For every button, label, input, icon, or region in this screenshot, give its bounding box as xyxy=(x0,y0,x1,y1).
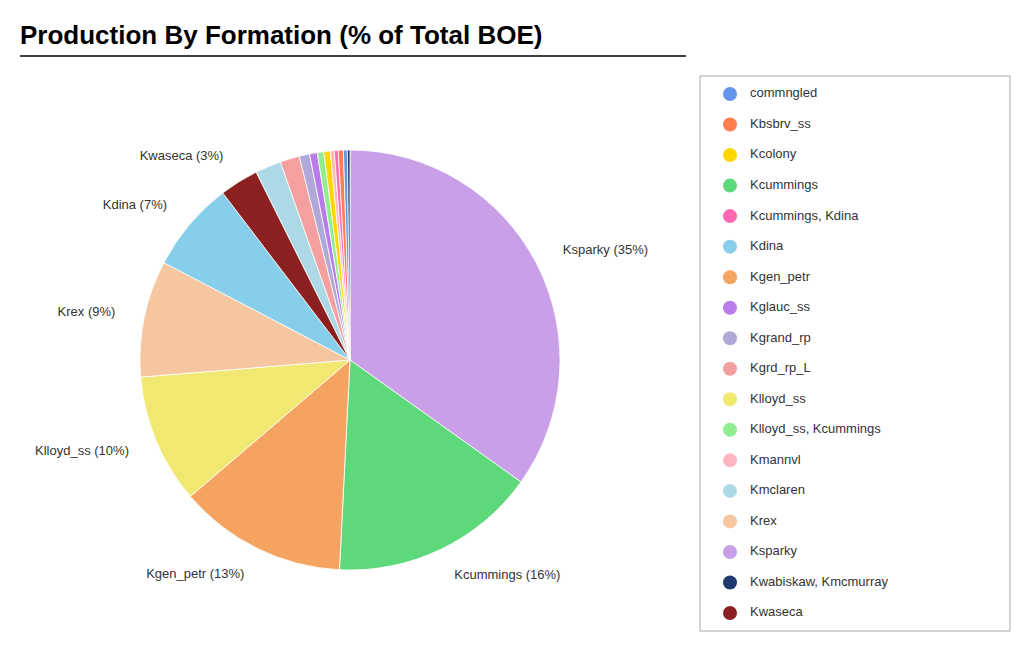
legend-label: Kbsbrv_ss xyxy=(750,116,811,131)
legend-marker xyxy=(723,209,737,223)
legend-marker xyxy=(723,392,737,406)
legend-marker xyxy=(723,514,737,528)
legend-item: Klloyd_ss xyxy=(723,391,806,407)
legend-marker xyxy=(723,179,737,193)
legend-item: Kcummings, Kdina xyxy=(723,208,859,224)
legend-marker xyxy=(723,453,737,467)
legend: commngled Kbsbrv_ss Kcolony Kcummings Kcummi… xyxy=(700,76,1010,631)
legend-marker xyxy=(723,606,737,620)
legend-label: Ksparky xyxy=(750,543,797,558)
slice xyxy=(339,360,520,570)
legend-marker xyxy=(723,484,737,498)
legend-label: Kgrand_rp xyxy=(750,330,811,345)
legend-item: Krex xyxy=(723,513,777,529)
legend-item: Kglauc_ss xyxy=(723,299,810,315)
legend-label: commngled xyxy=(750,85,817,100)
legend-marker xyxy=(723,148,737,162)
title: Production By Formation (% of Total BOE) xyxy=(20,20,542,50)
legend-item: Kgrand_rp xyxy=(723,330,811,346)
slice-label: Kgen_petr (13%) xyxy=(146,566,244,581)
legend-label: Krex xyxy=(750,513,777,528)
slice-label: Kcummings (16%) xyxy=(454,567,560,582)
legend-item: Klloyd_ss, Kcummings xyxy=(723,421,881,437)
legend-item: Kmclaren xyxy=(723,482,805,498)
legend-marker xyxy=(723,87,737,101)
title-underline xyxy=(20,55,686,57)
chart: Production By Formation (% of Total BOE)… xyxy=(0,0,1024,645)
legend-item: commngled xyxy=(723,85,817,101)
slice xyxy=(324,151,350,360)
legend-label: Kglauc_ss xyxy=(750,299,810,314)
slice xyxy=(141,360,350,496)
legend-label: Kwaseca xyxy=(750,604,804,619)
legend-marker xyxy=(723,240,737,254)
legend-item: Kgrd_rp_L xyxy=(723,360,811,376)
legend-item: Kmannvl xyxy=(723,452,801,468)
legend-label: Kgen_petr xyxy=(750,269,811,284)
legend-item: Kcummings xyxy=(723,177,818,193)
legend-marker xyxy=(723,362,737,376)
legend-label: Kdina xyxy=(750,238,784,253)
legend-label: Kgrd_rp_L xyxy=(750,360,811,375)
legend-marker xyxy=(723,423,737,437)
legend-marker xyxy=(723,270,737,284)
legend-label: Kmannvl xyxy=(750,452,801,467)
legend-label: Kcummings xyxy=(750,177,818,192)
legend-marker xyxy=(723,301,737,315)
slice-labels: Ksparky (35%) Kcummings (16%) Kgen_petr (1… xyxy=(35,148,648,582)
legend-item: Ksparky xyxy=(723,543,797,559)
legend-label: Kwabiskaw, Kmcmurray xyxy=(750,574,888,589)
slice-label: Krex (9%) xyxy=(58,304,116,319)
slice-label: Kwaseca (3%) xyxy=(140,148,224,163)
slice xyxy=(347,150,350,360)
slice xyxy=(343,150,350,360)
slice-label: Ksparky (35%) xyxy=(563,242,648,257)
slice-label: Klloyd_ss (10%) xyxy=(35,443,129,458)
legend-marker xyxy=(723,575,737,589)
slice-label: Kdina (7%) xyxy=(103,197,167,212)
legend-box xyxy=(700,76,1010,631)
legend-item: Kgen_petr xyxy=(723,269,811,285)
slice xyxy=(330,151,350,360)
legend-item: Kwaseca xyxy=(723,604,804,620)
legend-item: Kdina xyxy=(723,238,784,254)
legend-marker xyxy=(723,545,737,559)
legend-label: Klloyd_ss xyxy=(750,391,806,406)
legend-marker xyxy=(723,331,737,345)
legend-label: Kcolony xyxy=(750,146,797,161)
legend-item: Kcolony xyxy=(723,146,797,162)
slice xyxy=(338,150,350,360)
legend-label: Kcummings, Kdina xyxy=(750,208,859,223)
pie xyxy=(140,150,560,570)
legend-marker xyxy=(723,118,737,132)
legend-label: Kmclaren xyxy=(750,482,805,497)
slice xyxy=(334,150,350,360)
legend-item: Kwabiskaw, Kmcmurray xyxy=(723,574,888,590)
legend-item: Kbsbrv_ss xyxy=(723,116,811,132)
legend-label: Klloyd_ss, Kcummings xyxy=(750,421,881,436)
